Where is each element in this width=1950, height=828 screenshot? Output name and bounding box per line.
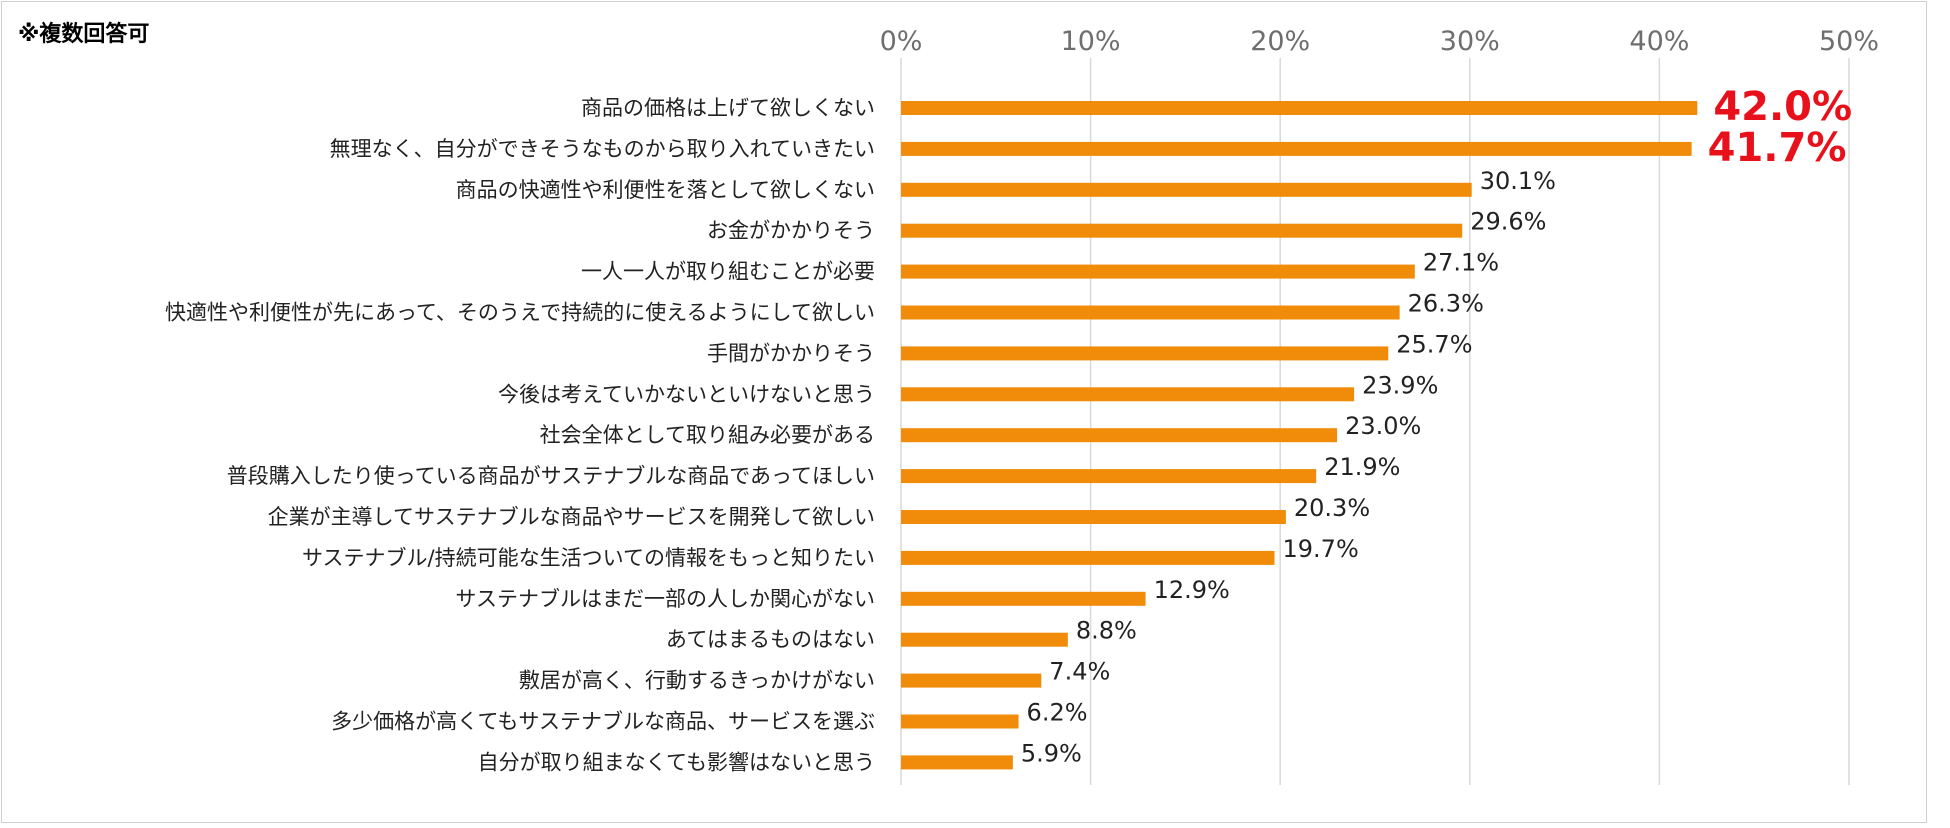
x-tick-label: 0% (880, 26, 923, 57)
bar (901, 305, 1400, 320)
category-label: 社会全体として取り組み必要がある (540, 423, 875, 447)
bars (901, 101, 1698, 770)
category-label: 商品の快適性や利便性を落として欲しくない (456, 178, 875, 202)
x-tick-label: 10% (1061, 26, 1121, 57)
bar (901, 550, 1275, 565)
value-label: 19.7% (1283, 535, 1359, 563)
x-tick-label: 50% (1819, 26, 1879, 57)
bar (901, 755, 1013, 770)
bar (901, 101, 1698, 115)
bar (901, 182, 1472, 197)
value-label: 5.9% (1021, 739, 1082, 767)
value-label-highlight: 42.0% (1713, 84, 1852, 130)
value-label: 25.7% (1396, 330, 1472, 358)
x-tick-label: 30% (1440, 26, 1500, 57)
bar (901, 591, 1146, 606)
value-label: 12.9% (1154, 576, 1230, 604)
category-label: 今後は考えていかないといけないと思う (498, 382, 875, 406)
value-label: 8.8% (1076, 617, 1137, 645)
bar (901, 346, 1389, 361)
bar (901, 264, 1415, 279)
value-label: 21.9% (1324, 453, 1400, 481)
category-label: 一人一人が取り組むことが必要 (581, 260, 875, 284)
category-label: 企業が主導してサステナブルな商品やサービスを開発して欲しい (268, 505, 875, 529)
value-label: 7.4% (1049, 658, 1110, 686)
x-axis-ticks: 0% 10% 20% 30% 40% 50% (880, 26, 1879, 57)
bar (901, 714, 1019, 729)
x-tick-label: 40% (1629, 26, 1689, 57)
bar (901, 428, 1338, 443)
category-label: 自分が取り組まなくても影響はないと思う (478, 750, 875, 774)
value-label: 26.3% (1408, 290, 1484, 318)
value-label: 23.0% (1345, 412, 1421, 440)
category-label: 敷居が高く、行動するきっかけがない (519, 669, 875, 693)
category-labels: 商品の価格は上げて欲しくない無理なく、自分ができそうなものから取り入れていきたい… (165, 96, 875, 774)
value-label: 23.9% (1362, 371, 1438, 399)
value-label-highlight: 41.7% (1708, 125, 1847, 171)
category-label: 手間がかかりそう (707, 341, 875, 365)
category-label: 無理なく、自分ができそうなものから取り入れていきたい (330, 137, 875, 161)
value-label: 6.2% (1027, 699, 1088, 727)
category-label: サステナブルはまだ一部の人しか関心がない (455, 587, 875, 611)
x-tick-label: 20% (1250, 26, 1310, 57)
gridlines (900, 58, 1850, 785)
bar (901, 632, 1068, 647)
category-label: お金がかかりそう (707, 219, 875, 243)
category-label: あてはまるものはない (666, 628, 875, 652)
bar (901, 387, 1355, 402)
category-label: サステナブル/持続可能な生活ついての情報をもっと知りたい (302, 546, 875, 570)
category-label: 普段購入したり使っている商品がサステナブルな商品であってほしい (227, 464, 875, 488)
value-label: 30.1% (1480, 167, 1556, 195)
category-label: 商品の価格は上げて欲しくない (581, 96, 875, 120)
value-labels: 42.0%41.7% 30.1% 29.6% 27.1% 26.3% 25.7% 23.9%… (1021, 84, 1852, 767)
category-label: 快適性や利便性が先にあって、そのうえで持続的に使えるようにして欲しい (165, 301, 875, 325)
bar (901, 141, 1692, 156)
value-label: 27.1% (1423, 249, 1499, 277)
category-label: 多少価格が高くてもサステナブルな商品、サービスを選ぶ (331, 710, 875, 734)
bar (901, 673, 1042, 688)
bar (901, 223, 1463, 238)
bar (901, 469, 1317, 484)
value-label: 29.6% (1470, 208, 1546, 236)
note-text: ※複数回答可 (18, 22, 150, 47)
bar (901, 510, 1286, 524)
value-label: 20.3% (1294, 494, 1370, 522)
